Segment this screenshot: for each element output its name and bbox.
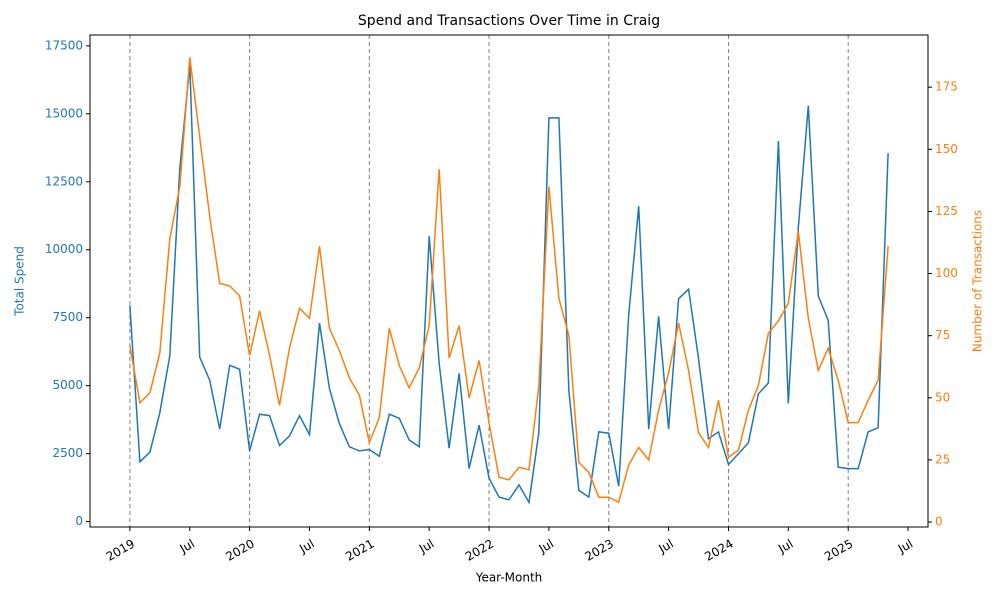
series-line (129, 57, 889, 504)
x-tick-label: 2019 (104, 537, 137, 564)
y-tick-label: 15000 (45, 106, 83, 120)
x-tick-label: Jul (296, 537, 316, 557)
y2-axis-label: Number of Transactions (971, 210, 985, 352)
y-axis-label: Total Spend (13, 246, 27, 317)
x-tick-label: 2020 (223, 537, 256, 564)
chart-title: Spend and Transactions Over Time in Crai… (358, 13, 660, 29)
y-tick-label: 17500 (45, 38, 83, 52)
y-tick-label: 2500 (52, 446, 83, 460)
series-line (129, 64, 889, 505)
x-tick-label: Jul (655, 537, 675, 557)
x-tick-label: Jul (775, 537, 795, 557)
x-tick-label: 2023 (583, 537, 616, 564)
x-tick-label: 2025 (822, 537, 855, 564)
y2-tick-label: 175 (935, 80, 958, 94)
x-tick-label: 2024 (702, 537, 735, 564)
x-tick-label: Jul (177, 537, 197, 557)
y2-tick-label: 0 (935, 515, 943, 529)
y2-tick-label: 125 (935, 204, 958, 218)
x-tick-label: 2021 (343, 537, 376, 564)
y-tick-label: 10000 (45, 242, 83, 256)
x-tick-label: Jul (416, 537, 436, 557)
x-tick-label: Jul (536, 537, 556, 557)
y2-tick-label: 50 (935, 390, 950, 404)
y2-tick-label: 25 (935, 452, 950, 466)
x-axis-label: Year-Month (475, 571, 543, 585)
y2-tick-label: 150 (935, 142, 958, 156)
x-tick-label: Jul (895, 537, 915, 557)
y2-tick-label: 100 (935, 266, 958, 280)
y-tick-label: 12500 (45, 174, 83, 188)
x-tick-label: 2022 (463, 537, 496, 564)
y-tick-label: 5000 (52, 378, 83, 392)
y-tick-label: 0 (75, 514, 83, 528)
y-tick-label: 7500 (52, 310, 83, 324)
y2-tick-label: 75 (935, 328, 950, 342)
plot-frame (89, 34, 929, 528)
